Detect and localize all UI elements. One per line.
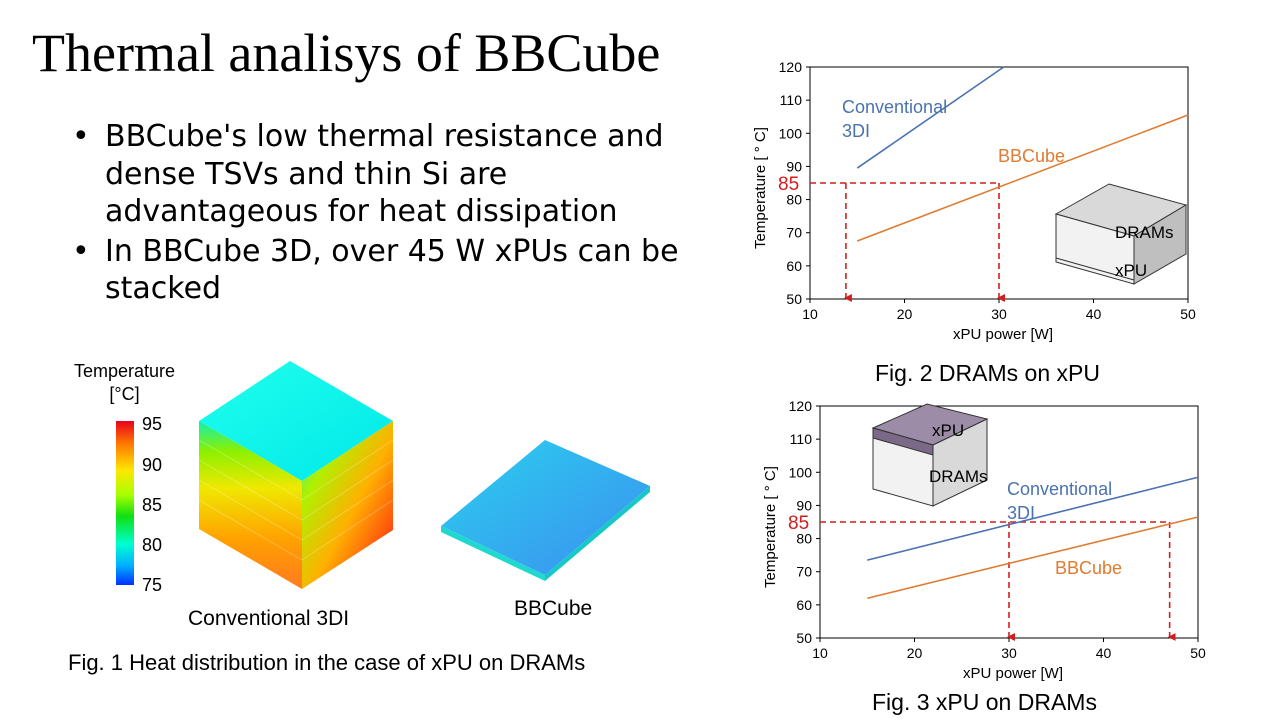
x-tick-label: 40	[1096, 645, 1112, 661]
series-line	[867, 516, 1199, 600]
x-tick-label: 10	[802, 306, 818, 322]
y-tick-label: 80	[786, 192, 802, 208]
series-line	[856, 66, 1005, 169]
bullet-item: • BBCube's low thermal resistance and den…	[72, 118, 712, 231]
y-tick-label: 110	[780, 92, 803, 108]
inset-xpu-layer	[872, 427, 934, 456]
bullet-dot: •	[72, 119, 90, 154]
fig1-conventional-label: Conventional 3DI	[188, 607, 350, 630]
x-tick-label: 30	[991, 306, 1007, 322]
colorbar-title: Temperature [°C]	[74, 361, 175, 405]
x-tick-label: 20	[897, 306, 913, 322]
y-tick-label: 60	[796, 597, 812, 613]
fig1-bbcube-label: BBCube	[514, 597, 593, 620]
bullet-text: In BBCube 3D, over 45 W xPUs can be stac…	[105, 233, 679, 307]
x-tick-label: 30	[1001, 645, 1017, 661]
fig1-caption: Fig. 1 Heat distribution in the case of …	[68, 650, 586, 675]
series-label: BBCube	[1055, 558, 1122, 578]
x-axis-label: xPU power [W]	[963, 665, 1063, 682]
y-tick-label: 70	[786, 225, 802, 241]
x-tick-label: 40	[1086, 306, 1102, 322]
y-tick-label: 100	[779, 125, 803, 141]
y-tick-label: 100	[789, 464, 813, 480]
fig2-caption: Fig. 2 DRAMs on xPU	[875, 360, 1100, 386]
y-tick-label: 70	[796, 564, 812, 580]
y-tick-label: 90	[786, 158, 802, 174]
y-tick-label: 110	[790, 431, 813, 447]
colorbar-title-line: [°C]	[109, 384, 140, 404]
colorbar-tick: 90	[142, 455, 163, 475]
series-label: Conventional	[842, 97, 947, 117]
y-tick-label: 60	[786, 258, 802, 274]
colorbar-tick: 85	[142, 495, 163, 515]
series-line	[856, 114, 1189, 242]
bullet-item: • In BBCube 3D, over 45 W xPUs can be sta…	[72, 233, 712, 308]
inset-box-side	[1133, 204, 1187, 285]
inset-layer-line	[1055, 257, 1135, 281]
y-axis-label: Temperature [ ° C]	[762, 466, 779, 588]
y-tick-label: 80	[796, 531, 812, 547]
fig3-chart: 50 60 70 80 90 100 110 120 10 20 30 40 50 xPU power […	[762, 398, 1206, 682]
x-axis-label: xPU power [W]	[953, 326, 1053, 343]
bullet-dot: •	[72, 233, 90, 269]
inset-box-side	[932, 418, 988, 507]
inset-label: DRAMs	[929, 467, 988, 486]
series-label: 3DI	[1007, 503, 1035, 523]
colorbar	[116, 421, 134, 585]
y-tick-label: 120	[779, 59, 803, 75]
x-tick-label: 50	[1180, 306, 1196, 322]
colorbar-tick: 95	[142, 414, 163, 434]
y-tick-label: 90	[796, 497, 812, 513]
series-label: BBCube	[998, 146, 1065, 166]
bullet-text: BBCube's low thermal resistance and dens…	[105, 119, 664, 229]
y-axis-label: Temperature [ ° C]	[752, 127, 769, 249]
x-tick-label: 50	[1190, 645, 1206, 661]
y-tick-label: 120	[789, 398, 813, 414]
colorbar-tick: 75	[142, 575, 163, 595]
series-label: Conventional	[1007, 479, 1112, 499]
fig2-chart: 50 60 70 80 90 100 110 120 10 20 30 40 50 xPU power […	[752, 59, 1196, 343]
x-tick-label: 20	[907, 645, 923, 661]
inset-label: DRAMs	[1115, 223, 1174, 242]
colorbar-tick: 80	[142, 535, 163, 555]
threshold-label: 85	[788, 513, 809, 534]
inset-label: xPU	[1115, 261, 1147, 280]
y-tick-label: 50	[796, 630, 812, 646]
threshold-label: 85	[778, 174, 799, 195]
x-tick-label: 10	[812, 645, 828, 661]
colorbar-title-line: Temperature	[74, 361, 176, 381]
slide-title: Thermal analisys of BBCube	[32, 23, 661, 83]
inset-label: xPU	[932, 421, 964, 440]
series-line	[867, 476, 1199, 561]
y-tick-label: 50	[786, 291, 802, 307]
bullet-list: • BBCube's low thermal resistance and den…	[72, 118, 712, 310]
series-label: 3DI	[842, 121, 870, 141]
fig3-caption: Fig. 3 xPU on DRAMs	[872, 689, 1097, 715]
